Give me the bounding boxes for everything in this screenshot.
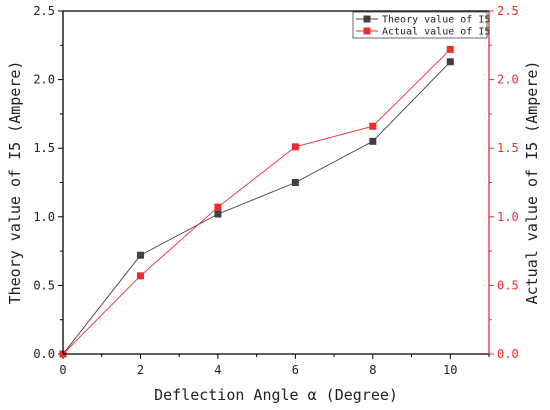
data-point-0-2 xyxy=(214,210,222,218)
data-point-0-4 xyxy=(369,137,377,145)
right-y-tick-label: 1.5 xyxy=(497,141,519,155)
right-y-tick-label: 2.5 xyxy=(497,4,519,18)
x-tick-label: 0 xyxy=(59,363,66,377)
right-y-tick-label: 2.0 xyxy=(497,73,519,87)
data-point-0-1 xyxy=(136,251,144,259)
x-tick-label: 6 xyxy=(292,363,299,377)
legend-entry-theory: Theory value of I5 xyxy=(356,15,490,26)
data-point-1-4 xyxy=(369,122,377,130)
legend: Theory value of I5 Actual value of I5 xyxy=(352,11,490,39)
data-point-1-2 xyxy=(214,203,222,211)
data-point-1-3 xyxy=(291,143,299,151)
x-tick-label: 10 xyxy=(443,363,457,377)
data-point-1-1 xyxy=(136,272,144,280)
x-axis-title: Deflection Angle α (Degree) xyxy=(154,386,398,404)
legend-label-actual: Actual value of I5 xyxy=(382,27,490,38)
right-y-tick-label: 0.5 xyxy=(497,278,519,292)
left-y-tick-label: 2.5 xyxy=(33,4,55,18)
left-y-tick-label: 0.5 xyxy=(33,278,55,292)
data-point-0-3 xyxy=(291,179,299,186)
left-y-tick-label: 2.0 xyxy=(33,73,55,87)
series-line-1 xyxy=(62,49,451,355)
left-y-tick-label: 1.0 xyxy=(33,210,55,224)
series-layer xyxy=(59,45,454,358)
x-tick-label: 4 xyxy=(214,363,221,377)
ticks-layer: 0 2 4 6 8 10 0.0 0.0 0.5 0.5 1.0 1.0 1.5 1.5 2.0 2.0 2.5… xyxy=(33,4,518,377)
data-point-1-5 xyxy=(446,45,454,53)
right-y-tick-label: 1.0 xyxy=(497,210,519,224)
left-y-axis-title: Theory value of I5 (Ampere) xyxy=(6,61,24,305)
left-y-tick-label: 0.0 xyxy=(33,347,55,361)
left-y-tick-label: 1.5 xyxy=(33,141,55,155)
legend-label-theory: Theory value of I5 xyxy=(382,15,490,26)
x-tick-label: 2 xyxy=(137,363,144,377)
series-line-0 xyxy=(62,61,451,355)
right-y-axis-title: Actual value of I5 (Ampere) xyxy=(523,61,541,305)
x-tick-label: 8 xyxy=(369,363,376,377)
legend-box xyxy=(352,11,488,39)
right-y-tick-label: 0.0 xyxy=(497,347,519,361)
legend-marker-actual xyxy=(363,27,371,35)
legend-entry-actual: Actual value of I5 xyxy=(356,27,490,38)
legend-marker-theory xyxy=(363,15,371,23)
data-point-0-5 xyxy=(446,58,454,66)
